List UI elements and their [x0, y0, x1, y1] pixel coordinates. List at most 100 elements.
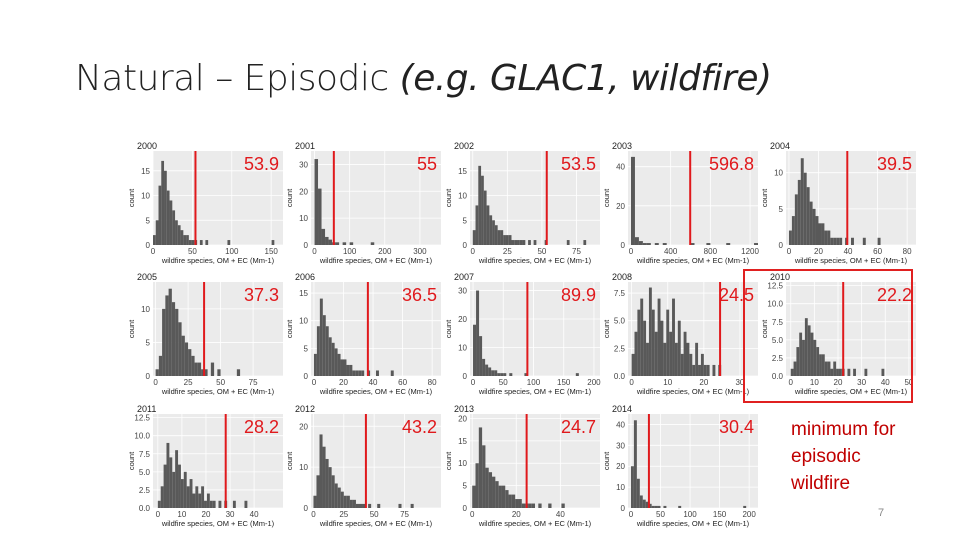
x-tick-label: 0 [151, 247, 156, 256]
y-tick-label: 0 [304, 372, 309, 381]
histogram-bar [666, 309, 670, 376]
histogram-bar [482, 358, 486, 376]
y-tick-label: 5 [463, 482, 468, 491]
threshold-value-label: 24.7 [561, 417, 596, 437]
histogram-bar [352, 370, 356, 376]
histogram-bar [183, 235, 187, 245]
histogram-bar [505, 235, 509, 245]
y-tick-label: 7.5 [614, 289, 626, 298]
panel-year-label: 2001 [295, 141, 315, 151]
x-axis-title: wildfire species, OM + EC (Mm-1) [161, 256, 275, 265]
histogram-bar [521, 503, 526, 508]
histogram-bar [497, 230, 501, 245]
histogram-bar [700, 353, 704, 376]
y-axis-title: count [602, 451, 611, 470]
x-tick-label: 150 [557, 378, 571, 387]
histogram-bar [362, 503, 366, 508]
histogram-bar [481, 175, 484, 245]
y-tick-label: 2.5 [139, 486, 151, 495]
panel-year-label: 2012 [295, 404, 315, 414]
histogram-bar [633, 420, 637, 508]
y-tick-label: 12.5 [767, 282, 783, 291]
histogram-bar [346, 364, 350, 376]
histogram-bar [505, 490, 509, 508]
panel-year-label: 2006 [295, 272, 315, 282]
x-tick-label: 150 [713, 510, 727, 519]
histogram-bar [827, 361, 831, 376]
histogram-bar [813, 339, 817, 376]
y-axis-title: count [444, 451, 453, 470]
y-tick-label: 10 [299, 463, 308, 472]
x-tick-label: 200 [587, 378, 601, 387]
histogram-bar [175, 450, 179, 508]
histogram-bar [548, 503, 552, 508]
threshold-value-label: 28.2 [244, 417, 279, 437]
x-tick-label: 50 [904, 378, 913, 387]
histogram-bar [531, 503, 535, 508]
histogram-bar [515, 499, 519, 508]
x-tick-label: 40 [881, 378, 890, 387]
histogram-bar [695, 342, 699, 376]
x-tick-label: 0 [311, 510, 316, 519]
histogram-bar [343, 495, 347, 508]
histogram-bar [172, 210, 176, 245]
histogram-bar [793, 361, 797, 376]
histogram-bar [370, 242, 375, 245]
y-axis-title: count [127, 451, 136, 470]
y-tick-label: 0 [463, 504, 468, 513]
histogram-bar [692, 364, 696, 376]
slide-title: Natural – Episodic (e.g. GLAC1, wildfire… [75, 58, 772, 99]
x-axis-title: wildfire species, OM + EC (Mm-1) [636, 387, 750, 396]
x-tick-label: 75 [249, 378, 258, 387]
x-tick-label: 80 [428, 378, 437, 387]
panel-year-label: 2003 [612, 141, 632, 151]
histogram-bar [346, 495, 350, 508]
histogram-bar [479, 336, 483, 376]
histogram-bar [177, 225, 181, 245]
histogram-bar [642, 499, 646, 508]
histogram-bar [819, 354, 822, 376]
threshold-value-label: 30.4 [719, 417, 754, 437]
y-tick-label: 0 [779, 241, 784, 250]
y-tick-label: 2.5 [772, 354, 784, 363]
x-tick-label: 50 [216, 378, 225, 387]
histogram-bar [316, 475, 320, 508]
y-tick-label: 5.0 [614, 317, 626, 326]
histogram-bar [178, 322, 182, 376]
y-tick-label: 10 [458, 192, 467, 201]
panel-year-label: 2010 [770, 272, 790, 282]
x-tick-label: 200 [378, 247, 392, 256]
y-tick-label: 10 [774, 169, 783, 178]
histogram-bar [212, 500, 216, 508]
x-tick-label: 20 [512, 510, 521, 519]
plot-background [311, 151, 441, 245]
histogram-bar [184, 342, 189, 376]
histogram-bar [475, 463, 479, 508]
x-tick-label: 0 [153, 378, 158, 387]
histogram-bar [189, 479, 193, 508]
note-line-3: wildfire [791, 473, 851, 494]
histogram-bar [180, 230, 184, 245]
histogram-bar [862, 237, 866, 245]
histogram-bar [227, 240, 231, 245]
histogram-bar [271, 240, 275, 245]
x-tick-label: 25 [339, 510, 348, 519]
histogram-panel-2011: 2011 28.2 0.0 2.5 5.0 7.5 10.0 12.5 0 10 20 30 40wil… [127, 404, 283, 528]
histogram-bar [244, 500, 248, 508]
histogram-bar [472, 230, 476, 245]
histogram-bar [683, 331, 687, 376]
histogram-bar [517, 240, 520, 245]
histogram-bar [161, 160, 165, 245]
histogram-bar [799, 332, 803, 376]
x-axis-title: wildfire species, OM + EC (Mm-1) [636, 519, 750, 528]
y-tick-label: 0 [304, 241, 309, 250]
y-axis-title: count [760, 319, 769, 338]
y-axis-title: count [127, 319, 136, 338]
histogram-bar [790, 368, 794, 376]
x-tick-label: 40 [844, 247, 853, 256]
histogram-bar [491, 370, 495, 376]
histogram-bar [809, 201, 813, 245]
y-tick-label: 20 [458, 315, 467, 324]
